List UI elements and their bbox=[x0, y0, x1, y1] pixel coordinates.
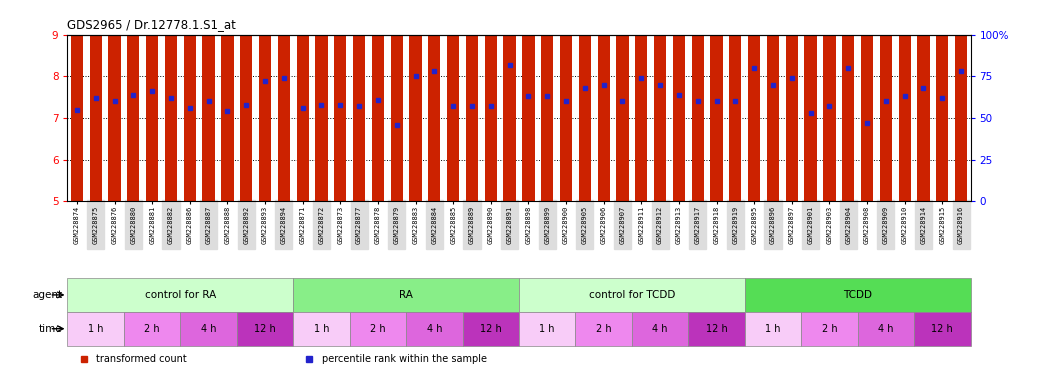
Text: 4 h: 4 h bbox=[878, 324, 894, 334]
Bar bbox=[804, 0, 817, 201]
Bar bbox=[124, 312, 181, 346]
Text: 4 h: 4 h bbox=[652, 324, 667, 334]
Bar bbox=[632, 312, 688, 346]
Bar bbox=[181, 312, 237, 346]
Bar bbox=[801, 312, 857, 346]
Text: 2 h: 2 h bbox=[144, 324, 160, 334]
Bar bbox=[861, 0, 873, 201]
Bar bbox=[730, 0, 741, 201]
Bar bbox=[240, 0, 252, 201]
Bar bbox=[372, 0, 384, 201]
Bar bbox=[519, 312, 575, 346]
Bar bbox=[635, 0, 648, 201]
Text: 4 h: 4 h bbox=[427, 324, 442, 334]
Text: time: time bbox=[38, 324, 62, 334]
Bar bbox=[278, 0, 290, 201]
Bar bbox=[710, 0, 722, 201]
Bar bbox=[463, 312, 519, 346]
Bar bbox=[617, 0, 629, 201]
Bar bbox=[936, 0, 949, 201]
Text: 1 h: 1 h bbox=[88, 324, 104, 334]
Bar bbox=[146, 0, 158, 201]
Bar bbox=[503, 0, 516, 201]
Bar bbox=[409, 0, 421, 201]
Bar bbox=[67, 278, 294, 312]
Bar bbox=[297, 0, 308, 201]
Text: 1 h: 1 h bbox=[313, 324, 329, 334]
Bar bbox=[466, 0, 479, 201]
Bar bbox=[202, 0, 215, 201]
Bar bbox=[673, 0, 685, 201]
Bar bbox=[485, 0, 497, 201]
Bar bbox=[353, 0, 365, 201]
Text: agent: agent bbox=[32, 290, 62, 300]
Bar bbox=[128, 0, 139, 201]
Bar bbox=[293, 312, 350, 346]
Bar bbox=[745, 278, 971, 312]
Bar bbox=[857, 312, 914, 346]
Bar bbox=[541, 0, 553, 201]
Bar bbox=[184, 0, 196, 201]
Bar bbox=[89, 0, 102, 201]
Text: control for TCDD: control for TCDD bbox=[589, 290, 675, 300]
Bar bbox=[237, 312, 294, 346]
Bar bbox=[955, 0, 967, 201]
Text: TCDD: TCDD bbox=[843, 290, 872, 300]
Bar bbox=[293, 278, 519, 312]
Bar bbox=[559, 0, 572, 201]
Bar bbox=[67, 312, 124, 346]
Bar bbox=[390, 0, 403, 201]
Bar bbox=[575, 312, 632, 346]
Bar bbox=[691, 0, 704, 201]
Bar bbox=[447, 0, 459, 201]
Bar bbox=[823, 0, 836, 201]
Text: RA: RA bbox=[400, 290, 413, 300]
Bar bbox=[899, 0, 910, 201]
Text: control for RA: control for RA bbox=[144, 290, 216, 300]
Bar bbox=[522, 0, 535, 201]
Bar bbox=[579, 0, 591, 201]
Text: 12 h: 12 h bbox=[931, 324, 953, 334]
Bar bbox=[108, 0, 120, 201]
Bar bbox=[767, 0, 780, 201]
Bar bbox=[429, 0, 440, 201]
Bar bbox=[914, 312, 971, 346]
Text: GDS2965 / Dr.12778.1.S1_at: GDS2965 / Dr.12778.1.S1_at bbox=[67, 18, 237, 31]
Bar bbox=[221, 0, 234, 201]
Bar bbox=[258, 0, 271, 201]
Bar bbox=[598, 0, 609, 201]
Text: 4 h: 4 h bbox=[200, 324, 216, 334]
Bar bbox=[688, 312, 745, 346]
Text: 2 h: 2 h bbox=[596, 324, 611, 334]
Text: percentile rank within the sample: percentile rank within the sample bbox=[322, 354, 487, 364]
Text: 12 h: 12 h bbox=[254, 324, 276, 334]
Bar bbox=[71, 0, 83, 201]
Bar bbox=[880, 0, 892, 201]
Text: 1 h: 1 h bbox=[540, 324, 555, 334]
Bar bbox=[316, 0, 328, 201]
Text: transformed count: transformed count bbox=[97, 354, 187, 364]
Bar bbox=[748, 0, 760, 201]
Text: 12 h: 12 h bbox=[706, 324, 728, 334]
Bar bbox=[918, 0, 930, 201]
Bar bbox=[842, 0, 854, 201]
Text: 1 h: 1 h bbox=[765, 324, 781, 334]
Bar bbox=[745, 312, 801, 346]
Bar bbox=[334, 0, 347, 201]
Bar bbox=[519, 278, 745, 312]
Text: 12 h: 12 h bbox=[480, 324, 501, 334]
Text: 2 h: 2 h bbox=[371, 324, 386, 334]
Text: 2 h: 2 h bbox=[822, 324, 838, 334]
Bar bbox=[406, 312, 463, 346]
Bar bbox=[654, 0, 666, 201]
Bar bbox=[350, 312, 406, 346]
Bar bbox=[786, 0, 798, 201]
Bar bbox=[165, 0, 177, 201]
